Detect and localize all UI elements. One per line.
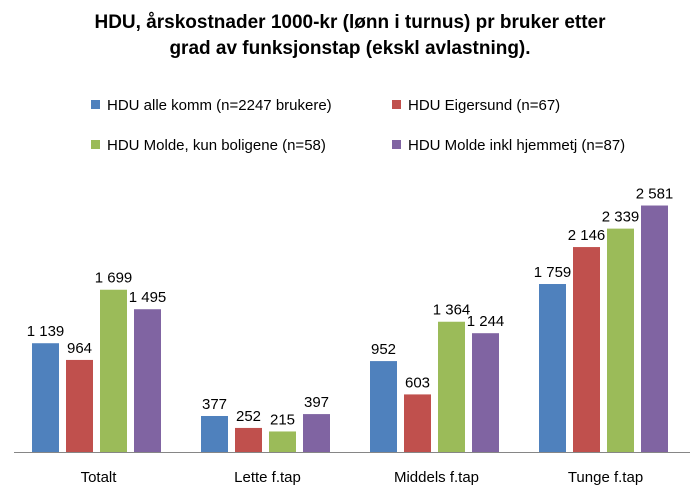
bar-tunge-f-tap-series-2 (573, 247, 600, 452)
data-label-middels-f-tap-series-2: 603 (405, 374, 430, 391)
legend-label-hdu-molde-hjemmetj: HDU Molde inkl hjemmetj (n=87) (408, 137, 626, 154)
data-label-middels-f-tap-series-3: 1 364 (433, 302, 471, 319)
bar-lette-f-tap-series-2 (235, 427, 262, 452)
data-label-middels-f-tap-series-1: 952 (371, 341, 396, 358)
data-label-tunge-f-tap-series-3: 2 339 (602, 209, 640, 226)
legend-swatch-hdu-eigersund (392, 100, 401, 109)
data-label-totalt-series-3: 1 699 (95, 270, 133, 287)
bar-totalt-series-1 (32, 343, 59, 452)
legend-swatch-hdu-alle-komm (91, 100, 100, 109)
legend-item-hdu-eigersund: HDU Eigersund (n=67) (392, 97, 560, 115)
bar-lette-f-tap-series-3 (269, 431, 296, 452)
legend-label-hdu-eigersund: HDU Eigersund (n=67) (408, 97, 561, 114)
chart-title-line-1: HDU, årskostnader 1000-kr (lønn i turnus… (94, 12, 606, 33)
data-label-middels-f-tap-series-4: 1 244 (467, 313, 505, 330)
bar-middels-f-tap-series-4 (472, 333, 499, 452)
data-label-totalt-series-2: 964 (67, 340, 92, 357)
data-label-tunge-f-tap-series-1: 1 759 (534, 264, 572, 281)
bar-totalt-series-4 (134, 309, 161, 452)
data-label-lette-f-tap-series-1: 377 (202, 396, 227, 413)
bar-tunge-f-tap-series-4 (641, 205, 668, 452)
bar-totalt-series-2 (66, 359, 93, 452)
data-label-tunge-f-tap-series-4: 2 581 (636, 186, 674, 203)
category-label-totalt: Totalt (81, 469, 118, 486)
bar-lette-f-tap-series-4 (303, 414, 330, 452)
legend-label-hdu-molde-boligene: HDU Molde, kun boligene (n=58) (107, 137, 326, 154)
bar-middels-f-tap-series-2 (404, 394, 431, 452)
legend-swatch-hdu-molde-hjemmetj (392, 140, 401, 149)
legend-item-hdu-molde-hjemmetj: HDU Molde inkl hjemmetj (n=87) (392, 137, 625, 155)
legend-item-hdu-alle-komm: HDU alle komm (n=2247 brukere) (91, 97, 332, 115)
bar-tunge-f-tap-series-3 (607, 228, 634, 452)
data-label-lette-f-tap-series-3: 215 (270, 411, 295, 428)
chart-title: HDU, årskostnader 1000-kr (lønn i turnus… (0, 10, 700, 62)
data-label-totalt-series-1: 1 139 (27, 323, 65, 340)
data-label-lette-f-tap-series-2: 252 (236, 408, 261, 425)
category-label-middels-f-tap: Middels f.tap (394, 469, 479, 486)
bar-middels-f-tap-series-3 (438, 321, 465, 452)
data-label-totalt-series-4: 1 495 (129, 289, 167, 306)
chart-title-line-2: grad av funksjonstap (ekskl avlastning). (169, 38, 531, 59)
category-label-tunge-f-tap: Tunge f.tap (568, 469, 643, 486)
bar-middels-f-tap-series-1 (370, 361, 397, 452)
legend-item-hdu-molde-boligene: HDU Molde, kun boligene (n=58) (91, 137, 326, 155)
category-label-lette-f-tap: Lette f.tap (234, 469, 301, 486)
bar-totalt-series-3 (100, 289, 127, 452)
data-label-lette-f-tap-series-4: 397 (304, 394, 329, 411)
legend-label-hdu-alle-komm: HDU alle komm (n=2247 brukere) (107, 97, 332, 114)
data-label-tunge-f-tap-series-2: 2 146 (568, 227, 606, 244)
bar-lette-f-tap-series-1 (201, 415, 228, 452)
bar-tunge-f-tap-series-1 (539, 284, 566, 452)
legend-swatch-hdu-molde-boligene (91, 140, 100, 149)
